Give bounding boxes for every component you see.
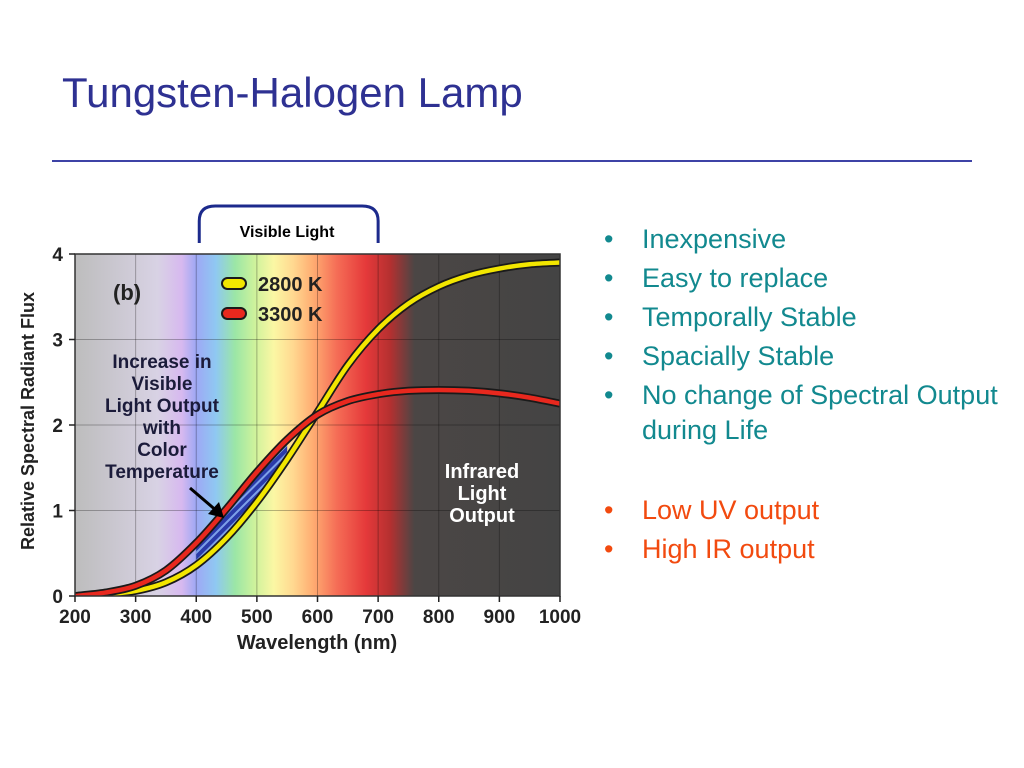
y-tick-label: 2 (52, 416, 63, 437)
annotation-arrow (189, 486, 219, 514)
legend-label: 2800 K (258, 274, 323, 296)
series-line-3300-k (75, 387, 560, 596)
y-tick-label: 3 (52, 331, 63, 352)
grid-lines (75, 254, 560, 596)
bullet-dot: • (604, 302, 614, 333)
spectral-chart: Visible Light 200 300 400 500 600 700 800 900 10… (0, 196, 600, 676)
annotation-line: Temperature (105, 462, 219, 483)
title-divider (52, 160, 972, 162)
x-tick-label: 800 (423, 607, 455, 628)
annotation-line: Light (458, 483, 507, 505)
bullet-item: • High IR output (600, 532, 1010, 567)
x-tick-label: 500 (241, 607, 273, 628)
x-tick-label: 600 (302, 607, 334, 628)
x-tick-label: 1000 (539, 607, 581, 628)
bullet-item: • Low UV output (600, 493, 1010, 528)
slide-title: Tungsten-Halogen Lamp (62, 69, 523, 116)
x-tick-label: 200 (59, 607, 91, 628)
y-tick-label: 4 (52, 245, 63, 266)
y-axis-label: Relative Spectral Radiant Flux (18, 292, 38, 550)
bullet-text: High IR output (642, 533, 815, 564)
annotation-arrowhead (208, 502, 224, 518)
bullet-dot: • (604, 494, 614, 525)
bullet-dot: • (604, 533, 614, 564)
visible-light-label: Visible Light (240, 224, 336, 241)
x-tick-label: 400 (180, 607, 212, 628)
y-tick-label: 0 (52, 587, 63, 608)
bullet-text: Spacially Stable (642, 341, 835, 372)
annotation-line: Light Output (105, 396, 220, 417)
annotation-line: Color (137, 440, 187, 461)
legend-swatch (221, 277, 247, 290)
annotation-line: Visible (132, 374, 193, 395)
bullet-item: • Temporally Stable (600, 300, 1010, 335)
y-tick-label: 1 (52, 502, 63, 523)
bullet-list: • Inexpensive • Easy to replace • Temporall… (600, 222, 1010, 571)
bullet-dot: • (604, 263, 614, 294)
panel-label: (b) (113, 280, 141, 305)
x-tick-label: 300 (120, 607, 152, 628)
visible-light-bracket (197, 204, 380, 243)
spectral-chart-svg: Visible Light 200 300 400 500 600 700 800 900 10… (18, 204, 581, 654)
bullet-text: Inexpensive (642, 224, 787, 254)
annotation-line: with (142, 418, 181, 439)
annotation-line: Increase in (112, 352, 211, 373)
infrared-annotation: Infrared Light Output (445, 461, 519, 527)
annotation-line: Output (449, 505, 515, 527)
legend: 2800 K 3300 K (221, 274, 323, 326)
bullet-text: Easy to replace (642, 263, 829, 294)
bullet-text: Low UV output (642, 494, 820, 525)
bullet-text: No change of Spectral Output during Life (642, 380, 998, 446)
bullet-text: Temporally Stable (642, 302, 857, 333)
x-tick-label: 900 (484, 607, 516, 628)
bullet-dot: • (604, 224, 614, 254)
plot-background (75, 254, 560, 596)
legend-swatch (221, 307, 247, 320)
bullet-item: • Inexpensive (600, 222, 1010, 257)
legend-label: 3300 K (258, 304, 323, 326)
bullet-item: • Easy to replace (600, 261, 1010, 296)
bullet-dot: • (604, 341, 614, 372)
x-axis-label: Wavelength (nm) (237, 632, 397, 654)
visible-increase-annotation: Increase in Visible Light Output with Color T… (105, 352, 220, 483)
bullet-item: • No change of Spectral Output during Lif… (600, 378, 1010, 448)
bullet-dot: • (604, 380, 614, 411)
bullet-item: • Spacially Stable (600, 339, 1010, 374)
annotation-line: Infrared (445, 461, 519, 483)
visible-increase-region (196, 439, 288, 566)
x-tick-label: 700 (362, 607, 394, 628)
